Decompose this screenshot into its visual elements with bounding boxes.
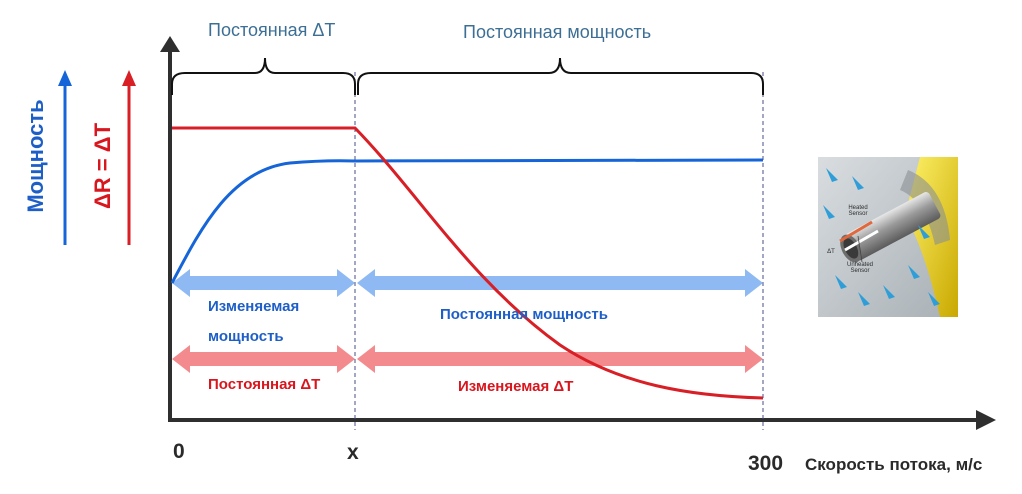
y-label-power: Мощность <box>23 99 48 213</box>
x-axis-arrowhead <box>976 410 996 430</box>
band-label-variable-power-2: мощность <box>208 328 284 345</box>
x-tick-0: 0 <box>173 440 185 463</box>
band-power-left <box>172 269 355 297</box>
bracket-label-constant-delta-t: Постоянная ΔT <box>208 20 336 40</box>
bracket-label-constant-power: Постоянная мощность <box>463 22 652 42</box>
band-label-variable-delta-t: Изменяемая ΔT <box>458 378 574 395</box>
sensor-label-heated-1: Heated <box>848 205 868 211</box>
band-delta-left <box>172 345 355 373</box>
hot-wire-sensor-illustration <box>818 157 958 317</box>
power-up-arrowhead <box>58 70 72 86</box>
delta-t-curve <box>172 126 764 400</box>
sensor-label-unheated-1: Unheated <box>846 262 874 268</box>
sensor-label-delta-t: ΔT <box>827 249 835 255</box>
delta-up-arrowhead <box>122 70 136 86</box>
bracket-constant-delta-t <box>171 57 356 95</box>
sensor-label-unheated-2: Sensor <box>850 268 870 274</box>
power-curve <box>170 158 764 284</box>
band-delta-right <box>357 345 763 373</box>
band-power-right <box>357 269 763 297</box>
x-axis-title: Скорость потока, м/с <box>805 455 983 474</box>
axes <box>160 36 996 430</box>
bracket-constant-power <box>357 57 764 95</box>
band-label-variable-power-1: Изменяемая <box>208 298 300 315</box>
x-tick-300: 300 <box>748 452 784 475</box>
x-tick-x: x <box>347 441 359 464</box>
y-axis-arrowhead <box>160 36 180 52</box>
sensor-label-heated-2: Sensor <box>848 211 868 217</box>
y-label-delta-r: ΔR = ΔT <box>90 122 115 210</box>
band-label-constant-power: Постоянная мощность <box>440 306 608 323</box>
band-label-constant-delta-t: Постоянная ΔT <box>208 376 321 393</box>
